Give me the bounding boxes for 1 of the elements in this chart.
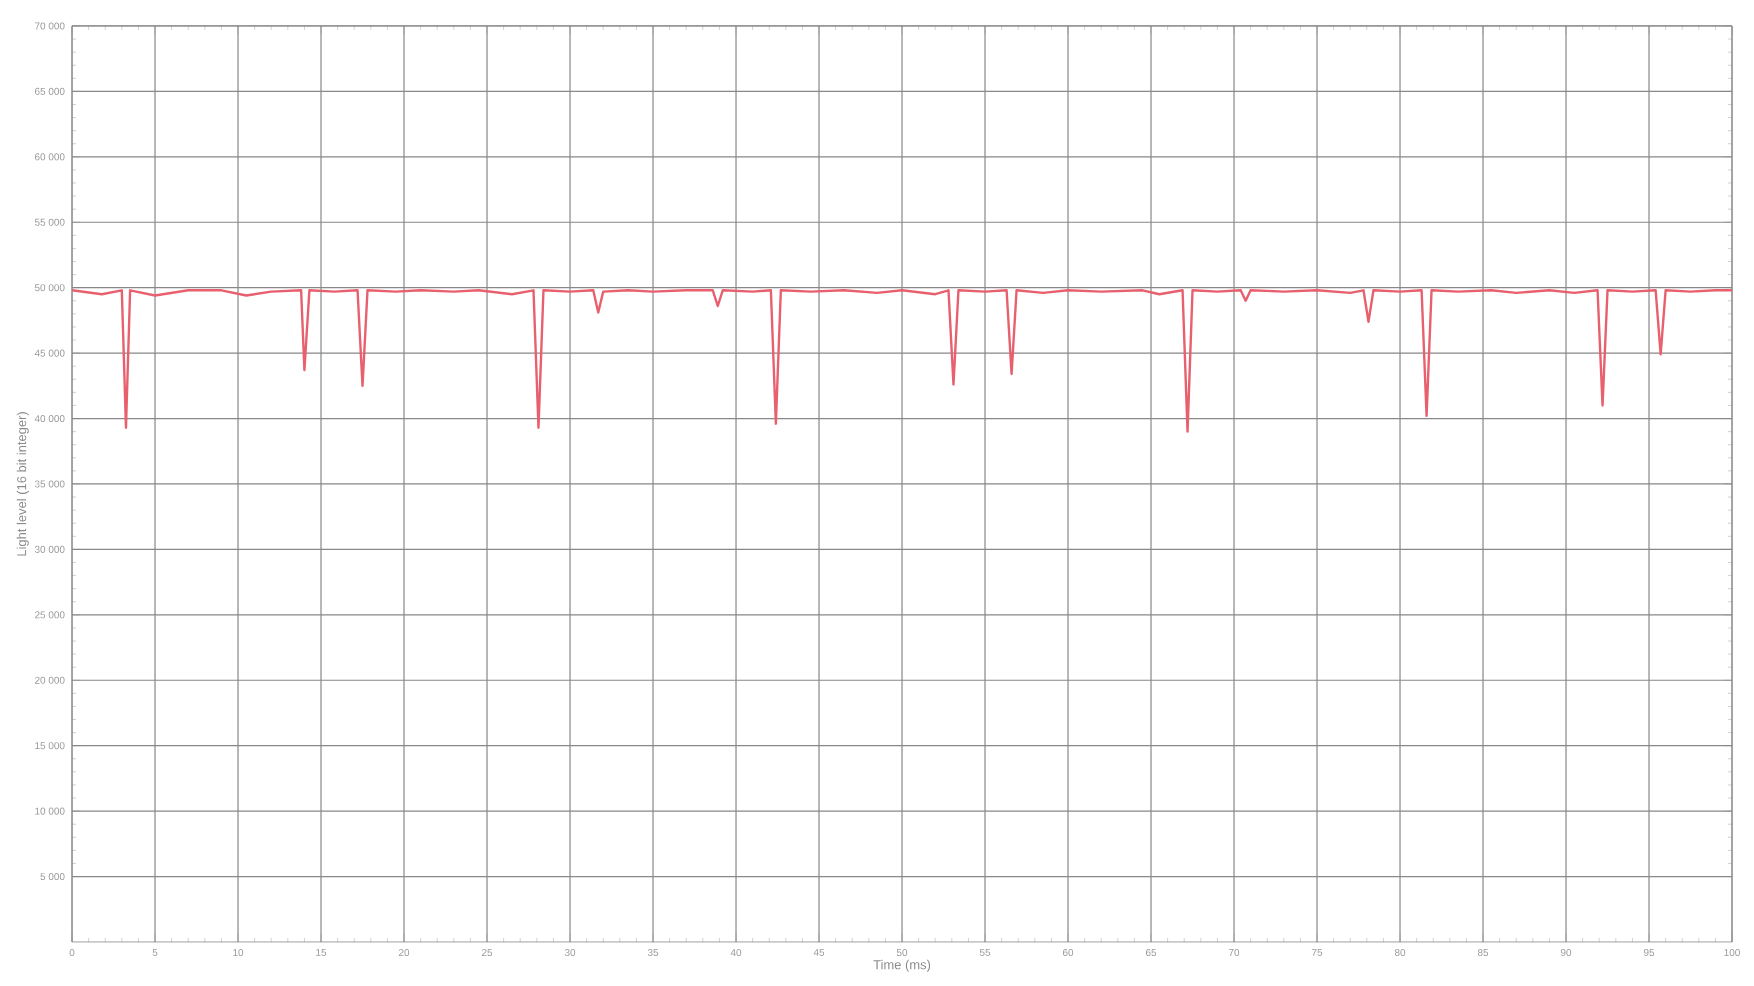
line-series <box>72 289 1733 433</box>
